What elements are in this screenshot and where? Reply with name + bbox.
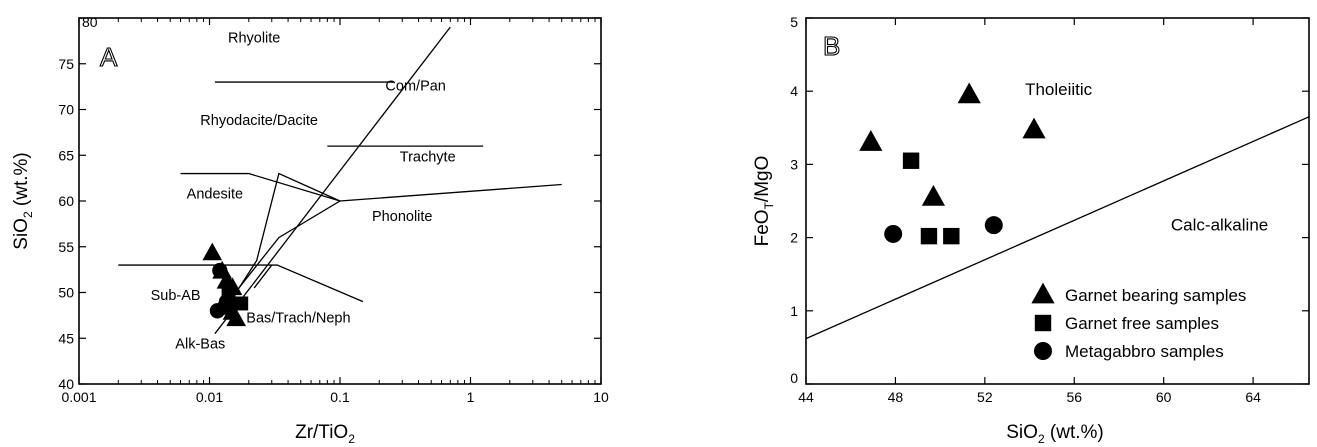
- square-data-point: [902, 152, 920, 169]
- legend-square-marker: [1034, 314, 1052, 332]
- square-data-point: [920, 227, 938, 245]
- y-tick-label: 80: [82, 14, 98, 30]
- field-boundary: [214, 26, 451, 335]
- x-tick-label: 52: [977, 389, 993, 405]
- field-boundary: [118, 264, 364, 303]
- panel-b-divider-line: [805, 116, 1310, 340]
- y-tick-label: 3: [790, 156, 798, 172]
- panel-a-ticks: 0.001 0.01 0.1 1 10 40 45 50 55 60 65 70 75 80: [58, 14, 609, 405]
- circle-data-point: [884, 224, 903, 243]
- y-tick-label: 45: [58, 330, 74, 346]
- y-tick-label: 50: [58, 285, 74, 301]
- field-label: Alk-Bas: [175, 336, 225, 352]
- legend-triangle-marker: [1031, 282, 1055, 304]
- panel-a-letter: A: [100, 42, 118, 72]
- circle-data-point: [212, 262, 228, 279]
- x-tick-label: 44: [798, 389, 814, 405]
- x-tick-label: 0.001: [61, 389, 96, 405]
- y-tick-label: 5: [790, 14, 798, 30]
- field-label: Rhyolite: [228, 31, 280, 47]
- field-label: Com/Pan: [385, 78, 445, 94]
- y-tick-label: 2: [790, 230, 798, 246]
- y-tick-label: 55: [58, 239, 74, 255]
- panel-b-points: [859, 82, 1046, 245]
- triangle-data-point: [859, 130, 883, 151]
- panel-a-chart: 0.001 0.01 0.1 1 10 40 45 50 55 60 65 70 75 80 Rhyoli…: [11, 14, 609, 446]
- triangle-data-point: [226, 308, 246, 327]
- panel-a-boundaries: [118, 26, 562, 335]
- field-label: Rhyodacite/Dacite: [200, 113, 318, 129]
- x-tick-label: 10: [593, 389, 609, 405]
- field-boundary: [253, 264, 273, 289]
- y-tick-label: 40: [58, 376, 74, 392]
- triangle-data-point: [202, 242, 223, 261]
- field-boundary: [235, 172, 341, 293]
- panel-a-x-label: Zr/TiO2: [295, 422, 355, 446]
- triangle-data-point: [921, 184, 946, 206]
- panel-a-y-label: SiO2 (wt.%): [11, 152, 35, 249]
- circle-data-point: [216, 299, 233, 315]
- field-label: Tholeiitic: [1025, 80, 1093, 99]
- x-tick-label: 64: [1245, 389, 1261, 405]
- field-label: Trachyte: [400, 150, 456, 166]
- field-boundary: [180, 172, 341, 202]
- y-tick-label: 4: [790, 83, 798, 99]
- y-tick-label: 60: [58, 193, 74, 209]
- triangle-data-point: [957, 82, 981, 104]
- tholeiitic-calc-alkaline-divider: [805, 116, 1310, 340]
- x-tick-label: 56: [1066, 389, 1082, 405]
- panel-a-field-labels: Rhyolite Com/Pan Rhyodacite/Dacite Trachyte…: [151, 31, 456, 353]
- y-tick-label: 70: [58, 102, 74, 118]
- panel-b-letter: B: [823, 31, 840, 61]
- field-boundary: [223, 183, 562, 307]
- y-tick-label: 75: [58, 56, 74, 72]
- panel-b-frame: [805, 17, 1310, 385]
- x-tick-label: 1: [467, 389, 475, 405]
- y-tick-label: 65: [58, 147, 74, 163]
- panel-b-legend: Garnet bearing samples Garnet free sample…: [1031, 282, 1246, 361]
- panel-b-x-label: SiO2 (wt.%): [1006, 422, 1103, 446]
- legend-circle-marker: [1034, 342, 1052, 360]
- x-tick-label: 60: [1156, 389, 1172, 405]
- legend-label: Metagabbro samples: [1065, 342, 1224, 361]
- triangle-data-point: [1022, 117, 1046, 139]
- field-label: Phonolite: [372, 209, 432, 225]
- legend-label: Garnet bearing samples: [1065, 286, 1246, 305]
- x-tick-label: 0.01: [196, 389, 223, 405]
- field-label: Calc-alkaline: [1171, 215, 1268, 234]
- x-tick-label: 0.1: [330, 389, 350, 405]
- panel-b-field-labels: Tholeiitic Calc-alkaline: [1025, 80, 1268, 234]
- panel-b-chart: 44 48 52 56 60 64 0 1 2 3 4 5 Tholeiitic Calc-alkali…: [752, 14, 1310, 446]
- y-tick-label: 1: [790, 303, 798, 319]
- circle-data-point: [984, 216, 1003, 235]
- x-tick-label: 48: [888, 389, 904, 405]
- panel-a-points: [202, 242, 249, 327]
- square-data-point: [943, 227, 960, 245]
- square-data-point: [234, 296, 249, 311]
- panel-b-y-label: FeOT/MgO: [752, 156, 776, 247]
- y-tick-label: 0: [790, 370, 798, 386]
- legend-label: Garnet free samples: [1065, 314, 1219, 333]
- panel-b-ticks: 44 48 52 56 60 64 0 1 2 3 4 5: [790, 14, 1309, 405]
- field-label: Bas/Trach/Neph: [246, 311, 350, 327]
- field-label: Sub-AB: [151, 288, 201, 304]
- field-label: Andesite: [187, 186, 243, 202]
